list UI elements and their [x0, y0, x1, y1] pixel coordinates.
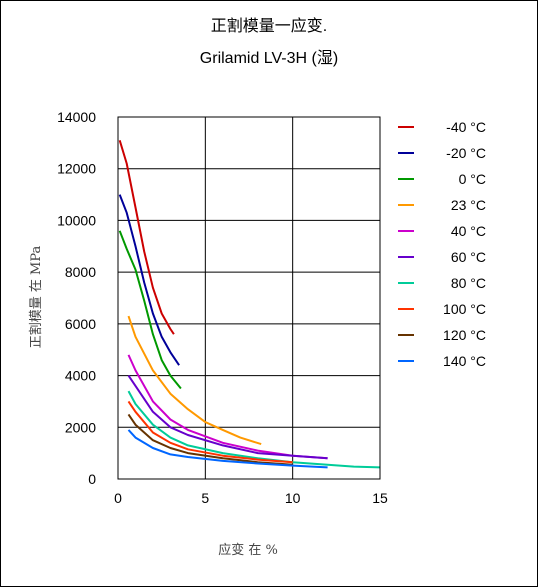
y-tick-label-1: 2000 [65, 419, 96, 435]
legend-label-8: 120 °C [443, 327, 486, 343]
x-tick-label-2: 10 [285, 490, 301, 506]
legend-label-6: 80 °C [451, 275, 486, 291]
series-line-5 [127, 375, 328, 460]
legend-label-4: 40 °C [451, 223, 486, 239]
y-tick-label-6: 12000 [57, 161, 96, 177]
y-tick-label-2: 4000 [65, 368, 96, 384]
series-line-6 [127, 390, 381, 469]
series-line-0 [118, 140, 175, 335]
x-tick-label-0: 0 [114, 490, 122, 506]
y-tick-labels: 0 2000 4000 6000 8000 10000 12000 14000 [57, 109, 96, 487]
legend-label-1: -20 °C [446, 145, 486, 161]
chart-subtitle: Grilamid LV-3H (湿) [199, 50, 339, 67]
series-line-7 [127, 400, 293, 464]
x-tick-label-3: 15 [372, 490, 388, 506]
chart-title: 正割模量一应变. [210, 18, 328, 35]
plot-border [117, 116, 381, 480]
y-tick-label-0: 0 [88, 471, 96, 487]
series-line-1 [118, 194, 180, 366]
series-line-2 [118, 230, 182, 390]
legend-label-2: 0 °C [459, 171, 486, 187]
y-tick-label-4: 8000 [65, 264, 96, 280]
series-line-3 [127, 315, 262, 446]
legend-label-3: 23 °C [451, 197, 486, 213]
y-tick-label-3: 6000 [65, 316, 96, 332]
series-line-8 [127, 413, 293, 466]
y-axis-label: 正割模量 在 MPa [28, 246, 44, 349]
x-tick-labels: 0 5 10 15 [114, 490, 388, 506]
series-lines [118, 140, 381, 469]
legend: -40 °C -20 °C 0 °C 23 °C 40 °C 60 °C 80 °C 100 … [398, 119, 486, 369]
y-tick-label-5: 10000 [57, 212, 96, 228]
legend-label-7: 100 °C [443, 301, 486, 317]
x-tick-label-1: 5 [201, 490, 209, 506]
axes [117, 116, 381, 480]
legend-label-5: 60 °C [451, 249, 486, 265]
y-tick-label-7: 14000 [57, 109, 96, 125]
series-line-9 [127, 429, 328, 469]
legend-label-0: -40 °C [446, 119, 486, 135]
x-axis-label: 应变 在 % [218, 542, 278, 558]
legend-label-9: 140 °C [443, 353, 486, 369]
